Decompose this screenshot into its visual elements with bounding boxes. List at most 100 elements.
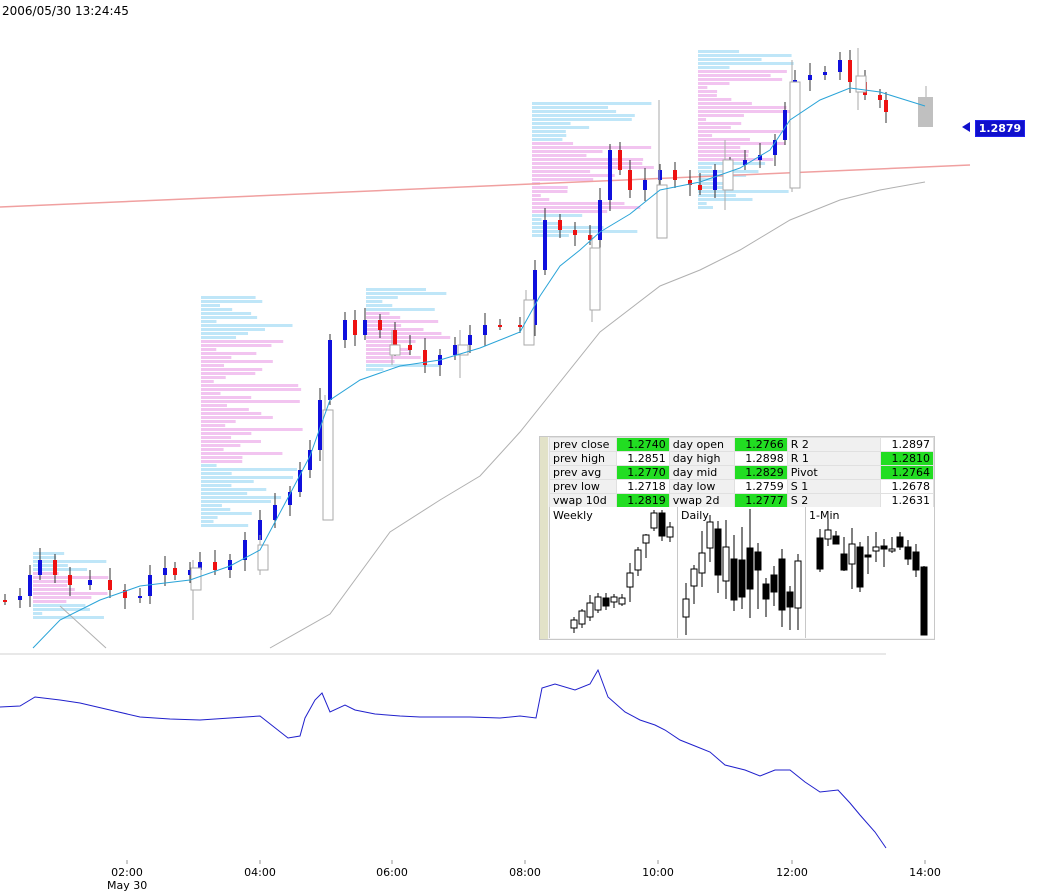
x-tick-label: 06:00 xyxy=(376,866,408,879)
profile-bar xyxy=(201,356,232,359)
profile-bar xyxy=(33,588,75,591)
x-tick-label: 02:00 xyxy=(111,866,143,879)
profile-bar xyxy=(201,488,267,491)
profile-bar xyxy=(698,154,749,157)
profile-bar xyxy=(33,616,104,619)
x-axis-date: May 30 xyxy=(107,879,148,892)
stat-value: 1.2740 xyxy=(615,437,670,452)
mini-candle-body xyxy=(920,566,928,636)
stat-value: 1.2770 xyxy=(615,465,670,480)
profile-bar xyxy=(366,292,447,295)
profile-bar xyxy=(698,66,730,69)
mini-candle-body xyxy=(816,537,824,570)
profile-bar xyxy=(201,416,273,419)
candle-body xyxy=(823,72,827,75)
long-moving-average xyxy=(269,181,926,649)
profile-bar xyxy=(532,102,652,105)
profile-bar xyxy=(532,174,615,177)
profile-bar xyxy=(698,102,752,105)
profile-bar xyxy=(201,304,220,307)
mini-candle-body xyxy=(778,558,786,611)
profile-bar xyxy=(532,150,603,153)
candle-body xyxy=(533,270,537,325)
profile-bar xyxy=(366,336,451,339)
profile-bar xyxy=(366,324,402,327)
stat-value3: 1.2764 xyxy=(880,465,934,480)
profile-bar xyxy=(33,612,43,615)
mini-candle-body xyxy=(706,521,714,549)
one-min-chart: 1-Min xyxy=(805,507,934,638)
profile-bar xyxy=(201,492,248,495)
profile-bar xyxy=(201,496,282,499)
profile-bar xyxy=(201,480,254,483)
profile-bar xyxy=(698,206,713,209)
mini-candle-body xyxy=(642,534,650,544)
candle-body xyxy=(258,520,262,540)
x-tick-label: 08:00 xyxy=(509,866,541,879)
profile-bar xyxy=(532,226,604,229)
profile-bar xyxy=(698,142,785,145)
mini-candle-body xyxy=(794,560,802,609)
profile-bar xyxy=(201,468,297,471)
mini-candle-body xyxy=(586,602,594,618)
mini-candle-body xyxy=(754,551,762,571)
candle-body xyxy=(658,170,662,180)
profile-bar xyxy=(201,452,283,455)
stats-row: prev close 1.2740 day open 1.2766 R 2 1.2897 xyxy=(549,437,934,452)
profile-bar xyxy=(532,218,542,221)
mini-candle-body xyxy=(578,610,586,625)
profile-bar xyxy=(698,194,736,197)
profile-bar xyxy=(698,114,744,117)
profile-bar xyxy=(532,198,550,201)
profile-bar xyxy=(201,332,249,335)
mini-candle-body xyxy=(602,597,610,607)
candle-body xyxy=(783,110,787,140)
profile-bar xyxy=(201,508,231,511)
candle-body xyxy=(483,325,487,335)
profile-bar xyxy=(201,348,217,351)
candle-body xyxy=(18,596,22,600)
stats-row: vwap 10d 1.2819 vwap 2d 1.2777 S 2 1.2631 xyxy=(549,493,934,508)
profile-bar xyxy=(366,368,384,371)
x-tick-label: 10:00 xyxy=(642,866,674,879)
candle-body xyxy=(328,340,332,400)
profile-bar xyxy=(201,504,222,507)
profile-bar xyxy=(698,54,792,57)
profile-bar xyxy=(33,552,65,555)
mini-candle-body xyxy=(746,547,754,590)
candle-body xyxy=(618,150,622,170)
profile-bar xyxy=(532,178,594,181)
profile-bar xyxy=(201,388,302,391)
candle-body xyxy=(298,470,302,492)
mini-candle-body xyxy=(840,553,848,571)
stats-table: prev close 1.2740 day open 1.2766 R 2 1.2897 p… xyxy=(549,437,934,508)
stat-value2: 1.2766 xyxy=(733,437,788,452)
mini-candle-body xyxy=(912,551,920,571)
profile-bar xyxy=(201,412,262,415)
profile-bar xyxy=(366,344,398,347)
candle-body xyxy=(643,180,647,190)
stat-label3: R 1 xyxy=(786,451,882,466)
mini-candle-body xyxy=(770,574,778,593)
mini-candle-body xyxy=(824,529,832,540)
mini-candle-body xyxy=(888,548,896,552)
profile-bar xyxy=(201,464,217,467)
candle-body xyxy=(288,492,292,505)
profile-bar xyxy=(366,296,398,299)
profile-bar xyxy=(698,106,787,109)
stat-value2: 1.2829 xyxy=(733,465,788,480)
stats-row: prev avg 1.2770 day mid 1.2829 Pivot 1.2764 xyxy=(549,465,934,480)
stat-label2: vwap 2d xyxy=(668,493,735,508)
mini-candle-body xyxy=(714,528,722,576)
profile-bar xyxy=(366,348,411,351)
profile-bar xyxy=(366,332,442,335)
candle-body xyxy=(573,230,577,235)
profile-bar xyxy=(201,456,243,459)
mini-candle-body xyxy=(832,535,840,545)
candle-body xyxy=(558,220,562,230)
profile-bar xyxy=(201,420,236,423)
candle-body xyxy=(228,560,232,570)
stat-label3: S 1 xyxy=(786,479,882,494)
profile-bar xyxy=(532,142,574,145)
profile-bar xyxy=(201,512,252,515)
